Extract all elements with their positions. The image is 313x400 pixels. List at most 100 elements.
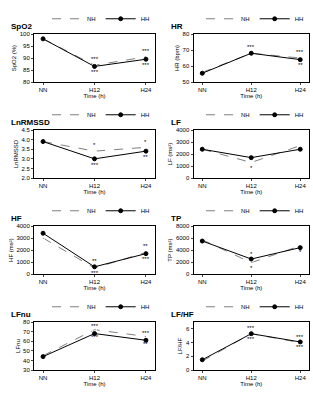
svg-text:LnRMSSD: LnRMSSD — [13, 139, 19, 168]
svg-text:**: ** — [298, 62, 303, 68]
svg-text:Time (h): Time (h) — [240, 381, 262, 387]
svg-text:***: *** — [142, 256, 150, 262]
svg-text:H24: H24 — [295, 279, 307, 285]
svg-text:8000: 8000 — [176, 223, 190, 229]
svg-text:***: *** — [296, 344, 304, 350]
svg-text:LFnu: LFnu — [15, 339, 21, 353]
svg-text:***: *** — [142, 330, 150, 336]
svg-text:**: ** — [143, 243, 148, 249]
svg-text:80: 80 — [23, 319, 30, 325]
svg-text:NH: NH — [87, 304, 96, 310]
svg-text:HH: HH — [295, 112, 304, 118]
svg-text:0: 0 — [186, 175, 190, 181]
svg-text:H12: H12 — [246, 183, 258, 189]
svg-text:HR: HR — [171, 22, 183, 31]
svg-text:Time (h): Time (h) — [83, 93, 105, 99]
svg-text:NN: NN — [39, 87, 48, 93]
svg-text:SpO2: SpO2 — [11, 22, 32, 31]
svg-text:HF (ms²): HF (ms²) — [8, 238, 14, 262]
svg-text:Time (h): Time (h) — [240, 285, 262, 291]
svg-text:TP (ms²): TP (ms²) — [167, 238, 173, 261]
svg-text:LF: LF — [171, 118, 181, 127]
svg-text:1000: 1000 — [16, 259, 30, 265]
svg-text:**: ** — [92, 258, 97, 264]
svg-text:NN: NN — [198, 183, 207, 189]
svg-text:*: * — [250, 165, 253, 171]
svg-text:6000: 6000 — [176, 235, 190, 241]
svg-text:NH: NH — [241, 112, 250, 118]
svg-text:HR (bpm): HR (bpm) — [174, 45, 180, 71]
svg-text:3000: 3000 — [176, 139, 190, 145]
svg-text:30: 30 — [23, 367, 30, 373]
svg-text:***: *** — [247, 44, 255, 50]
svg-text:H24: H24 — [295, 87, 307, 93]
svg-text:***: *** — [91, 270, 99, 276]
svg-text:95: 95 — [23, 43, 30, 49]
svg-text:50: 50 — [23, 348, 30, 354]
svg-text:4.0: 4.0 — [21, 137, 30, 143]
svg-text:LF/HF: LF/HF — [177, 337, 183, 354]
svg-text:85: 85 — [23, 67, 30, 73]
svg-text:0: 0 — [26, 271, 30, 277]
svg-text:LF/HF: LF/HF — [171, 310, 194, 319]
svg-text:H12: H12 — [89, 183, 101, 189]
svg-text:*: * — [93, 142, 96, 148]
svg-text:80: 80 — [183, 31, 190, 37]
svg-text:***: *** — [296, 49, 304, 55]
svg-text:70: 70 — [183, 47, 190, 53]
svg-text:NH: NH — [241, 304, 250, 310]
svg-text:NN: NN — [39, 375, 48, 381]
svg-text:60: 60 — [23, 338, 30, 344]
svg-text:H12: H12 — [89, 375, 101, 381]
svg-text:NH: NH — [241, 208, 250, 214]
svg-text:2000: 2000 — [176, 259, 190, 265]
svg-text:*: * — [299, 249, 302, 255]
svg-text:2000: 2000 — [16, 247, 30, 253]
svg-text:3000: 3000 — [16, 235, 30, 241]
svg-text:**: ** — [143, 154, 148, 160]
svg-text:TP: TP — [171, 214, 182, 223]
svg-text:Time (h): Time (h) — [240, 93, 262, 99]
svg-text:NH: NH — [241, 16, 250, 22]
svg-text:NN: NN — [198, 87, 207, 93]
svg-text:NN: NN — [39, 279, 48, 285]
svg-text:***: *** — [91, 323, 99, 329]
svg-text:SpO2 (%): SpO2 (%) — [11, 45, 17, 71]
svg-text:4.5: 4.5 — [21, 127, 30, 133]
svg-text:Time (h): Time (h) — [83, 285, 105, 291]
svg-text:H12: H12 — [246, 375, 258, 381]
svg-text:***: *** — [247, 325, 255, 331]
svg-text:LnRMSSD: LnRMSSD — [11, 118, 50, 127]
svg-text:*: * — [250, 265, 253, 271]
svg-text:3.5: 3.5 — [21, 146, 30, 152]
svg-text:50: 50 — [183, 79, 190, 85]
svg-text:H12: H12 — [89, 87, 101, 93]
svg-text:H24: H24 — [295, 375, 307, 381]
svg-text:NN: NN — [39, 183, 48, 189]
svg-text:***: *** — [296, 334, 304, 340]
svg-text:HH: HH — [295, 16, 304, 22]
svg-text:1000: 1000 — [176, 163, 190, 169]
svg-text:4000: 4000 — [176, 247, 190, 253]
svg-text:NN: NN — [198, 279, 207, 285]
svg-text:**: ** — [143, 341, 148, 347]
svg-text:0: 0 — [186, 367, 190, 373]
svg-text:H12: H12 — [246, 279, 258, 285]
svg-text:NN: NN — [198, 375, 207, 381]
svg-text:HH: HH — [141, 208, 150, 214]
svg-text:60: 60 — [183, 63, 190, 69]
svg-text:H24: H24 — [140, 87, 152, 93]
svg-text:***: *** — [247, 336, 255, 342]
svg-text:0: 0 — [186, 271, 190, 277]
svg-text:***: *** — [91, 56, 99, 62]
svg-text:***: *** — [142, 62, 150, 68]
svg-text:NH: NH — [87, 208, 96, 214]
svg-text:H12: H12 — [246, 87, 258, 93]
svg-text:H24: H24 — [140, 183, 152, 189]
svg-text:NH: NH — [87, 112, 96, 118]
svg-text:4000: 4000 — [16, 223, 30, 229]
svg-text:Time (h): Time (h) — [240, 189, 262, 195]
svg-text:2000: 2000 — [176, 151, 190, 157]
svg-text:***: *** — [91, 334, 99, 340]
svg-text:***: *** — [91, 69, 99, 75]
